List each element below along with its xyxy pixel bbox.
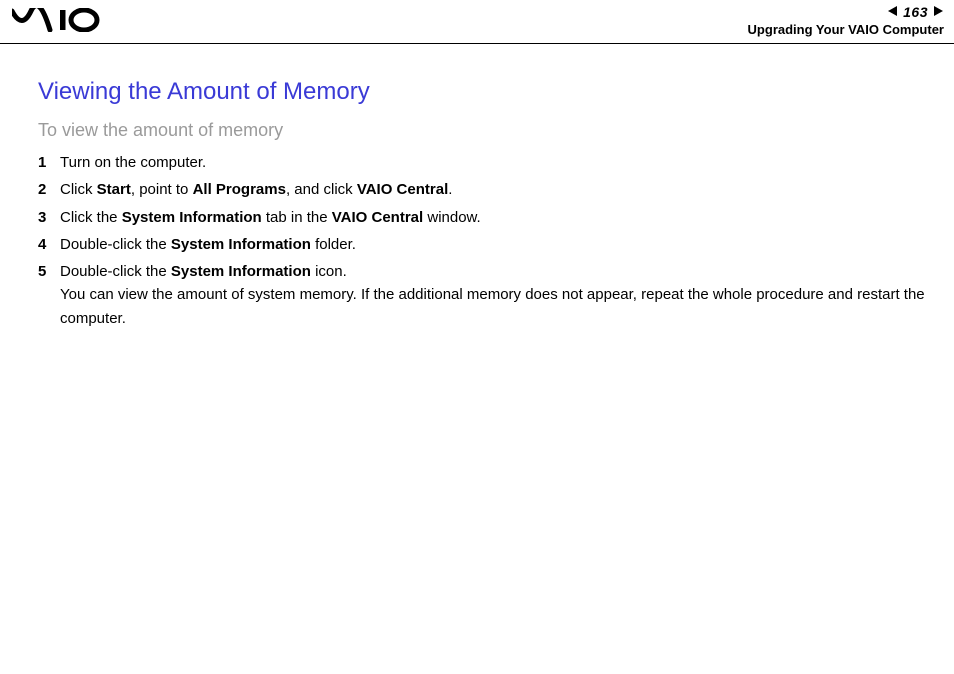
step-text: Turn on the computer. bbox=[60, 151, 934, 174]
step-text: Double-click the System Information icon… bbox=[60, 260, 934, 330]
step-item: 5Double-click the System Information ico… bbox=[38, 260, 934, 330]
bold-text: VAIO Central bbox=[332, 209, 423, 226]
vaio-logo-svg bbox=[12, 8, 122, 32]
bold-text: System Information bbox=[171, 236, 311, 253]
text-run: tab in the bbox=[262, 209, 332, 226]
page-header: 163 Upgrading Your VAIO Computer bbox=[0, 0, 954, 39]
bold-text: Start bbox=[97, 181, 131, 198]
bold-text: All Programs bbox=[193, 181, 286, 198]
section-subtitle: To view the amount of memory bbox=[38, 120, 934, 141]
page-content: Viewing the Amount of Memory To view the… bbox=[0, 44, 954, 330]
text-run: folder. bbox=[311, 236, 356, 253]
text-run: window. bbox=[423, 209, 481, 226]
text-run: , point to bbox=[131, 181, 193, 198]
vaio-logo bbox=[12, 8, 122, 32]
next-page-arrow-icon[interactable] bbox=[932, 4, 944, 20]
step-item: 4Double-click the System Information fol… bbox=[38, 233, 934, 256]
step-number: 1 bbox=[38, 151, 60, 174]
step-item: 3Click the System Information tab in the… bbox=[38, 206, 934, 229]
step-number: 3 bbox=[38, 206, 60, 229]
text-run: Double-click the bbox=[60, 236, 171, 253]
step-item: 1Turn on the computer. bbox=[38, 151, 934, 174]
prev-page-arrow-icon[interactable] bbox=[887, 4, 899, 20]
step-item: 2Click Start, point to All Programs, and… bbox=[38, 178, 934, 201]
document-page: 163 Upgrading Your VAIO Computer Viewing… bbox=[0, 0, 954, 674]
text-run: Click the bbox=[60, 209, 122, 226]
step-list: 1Turn on the computer.2Click Start, poin… bbox=[38, 151, 934, 330]
step-number: 5 bbox=[38, 260, 60, 283]
text-run: Click bbox=[60, 181, 97, 198]
step-number: 4 bbox=[38, 233, 60, 256]
page-nav: 163 bbox=[748, 4, 944, 20]
text-run: , and click bbox=[286, 181, 357, 198]
header-right: 163 Upgrading Your VAIO Computer bbox=[748, 4, 944, 37]
text-run: . bbox=[448, 181, 452, 198]
bold-text: VAIO Central bbox=[357, 181, 448, 198]
breadcrumb: Upgrading Your VAIO Computer bbox=[748, 22, 944, 37]
bold-text: System Information bbox=[122, 209, 262, 226]
text-run: Double-click the bbox=[60, 263, 171, 280]
text-run: Turn on the computer. bbox=[60, 154, 206, 171]
step-text: Click the System Information tab in the … bbox=[60, 206, 934, 229]
step-number: 2 bbox=[38, 178, 60, 201]
page-number: 163 bbox=[903, 4, 928, 20]
section-title: Viewing the Amount of Memory bbox=[38, 78, 934, 106]
text-run: You can view the amount of system memory… bbox=[60, 286, 925, 326]
text-run: icon. bbox=[311, 263, 347, 280]
step-text: Click Start, point to All Programs, and … bbox=[60, 178, 934, 201]
bold-text: System Information bbox=[171, 263, 311, 280]
step-text: Double-click the System Information fold… bbox=[60, 233, 934, 256]
